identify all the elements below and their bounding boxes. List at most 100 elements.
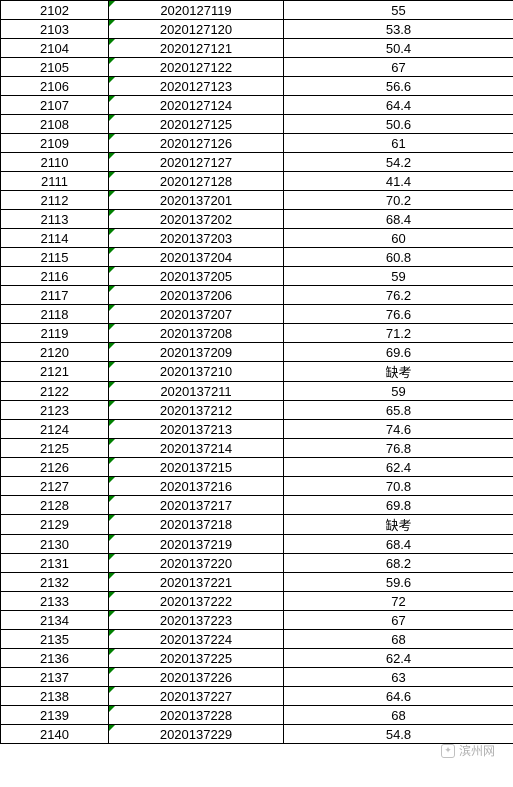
table-cell: 50.4	[284, 39, 513, 58]
table-row: 21212020137210缺考	[1, 362, 513, 382]
table-cell: 2020137219	[109, 535, 284, 554]
table-row: 2139202013722868	[1, 706, 513, 725]
table-cell: 2133	[1, 592, 109, 611]
table-cell: 2139	[1, 706, 109, 725]
table-cell: 2020137221	[109, 573, 284, 592]
table-cell: 2110	[1, 153, 109, 172]
table-cell: 2123	[1, 401, 109, 420]
table-row: 2136202013722562.4	[1, 649, 513, 668]
table-row: 2125202013721476.8	[1, 439, 513, 458]
table-row: 2106202012712356.6	[1, 77, 513, 96]
table-cell: 67	[284, 58, 513, 77]
watermark-icon: ✦	[441, 744, 455, 758]
table-cell: 2107	[1, 96, 109, 115]
table-cell: 2020127124	[109, 96, 284, 115]
table-cell: 2020127120	[109, 20, 284, 39]
table-cell: 2020127127	[109, 153, 284, 172]
table-cell: 2020137207	[109, 305, 284, 324]
table-cell: 2114	[1, 229, 109, 248]
table-cell: 2134	[1, 611, 109, 630]
table-cell: 2020137201	[109, 191, 284, 210]
table-row: 2130202013721968.4	[1, 535, 513, 554]
table-cell: 2020137223	[109, 611, 284, 630]
table-row: 2124202013721374.6	[1, 420, 513, 439]
table-cell: 62.4	[284, 458, 513, 477]
table-row: 2132202013722159.6	[1, 573, 513, 592]
table-cell: 2103	[1, 20, 109, 39]
table-cell: 2119	[1, 324, 109, 343]
table-row: 2120202013720969.6	[1, 343, 513, 362]
table-cell: 60.8	[284, 248, 513, 267]
table-cell: 2020137206	[109, 286, 284, 305]
table-cell: 2117	[1, 286, 109, 305]
table-cell: 2020127123	[109, 77, 284, 96]
table-cell: 2140	[1, 725, 109, 744]
table-row: 2127202013721670.8	[1, 477, 513, 496]
watermark: ✦ 滨州网	[441, 742, 495, 759]
table-cell: 2102	[1, 1, 109, 20]
table-cell: 2120	[1, 343, 109, 362]
table-cell: 55	[284, 1, 513, 20]
table-row: 2123202013721265.8	[1, 401, 513, 420]
table-cell: 2020127126	[109, 134, 284, 153]
table-cell: 2020137228	[109, 706, 284, 725]
table-cell: 2020137205	[109, 267, 284, 286]
table-cell: 2020137211	[109, 382, 284, 401]
table-cell: 62.4	[284, 649, 513, 668]
table-row: 2112202013720170.2	[1, 191, 513, 210]
table-row: 2128202013721769.8	[1, 496, 513, 515]
table-cell: 59	[284, 267, 513, 286]
table-row: 2114202013720360	[1, 229, 513, 248]
table-row: 2111202012712841.4	[1, 172, 513, 191]
table-cell: 68.2	[284, 554, 513, 573]
table-cell: 64.4	[284, 96, 513, 115]
table-cell: 2108	[1, 115, 109, 134]
table-row: 2133202013722272	[1, 592, 513, 611]
table-cell: 65.8	[284, 401, 513, 420]
table-row: 2110202012712754.2	[1, 153, 513, 172]
table-cell: 2138	[1, 687, 109, 706]
table-body: 21022020127119552103202012712053.8210420…	[1, 1, 513, 744]
table-cell: 2116	[1, 267, 109, 286]
table-cell: 2104	[1, 39, 109, 58]
table-cell: 2020137226	[109, 668, 284, 687]
table-cell: 2020127125	[109, 115, 284, 134]
table-cell: 50.6	[284, 115, 513, 134]
table-cell: 69.8	[284, 496, 513, 515]
table-cell: 2127	[1, 477, 109, 496]
table-cell: 2020137213	[109, 420, 284, 439]
table-cell: 2112	[1, 191, 109, 210]
table-cell: 41.4	[284, 172, 513, 191]
table-cell: 64.6	[284, 687, 513, 706]
table-cell: 59.6	[284, 573, 513, 592]
table-cell: 2132	[1, 573, 109, 592]
table-cell: 2020137209	[109, 343, 284, 362]
table-cell: 2136	[1, 649, 109, 668]
table-cell: 2130	[1, 535, 109, 554]
table-cell: 2020137225	[109, 649, 284, 668]
table-cell: 2111	[1, 172, 109, 191]
table-row: 2116202013720559	[1, 267, 513, 286]
table-cell: 76.6	[284, 305, 513, 324]
table-row: 2105202012712267	[1, 58, 513, 77]
table-row: 2135202013722468	[1, 630, 513, 649]
table-cell: 2115	[1, 248, 109, 267]
table-row: 2107202012712464.4	[1, 96, 513, 115]
table-cell: 71.2	[284, 324, 513, 343]
table-cell: 68.4	[284, 535, 513, 554]
table-cell: 63	[284, 668, 513, 687]
table-cell: 2020137212	[109, 401, 284, 420]
table-cell: 56.6	[284, 77, 513, 96]
table-row: 2122202013721159	[1, 382, 513, 401]
table-cell: 2126	[1, 458, 109, 477]
table-cell: 76.8	[284, 439, 513, 458]
table-cell: 2020137214	[109, 439, 284, 458]
table-cell: 2020137217	[109, 496, 284, 515]
table-cell: 2020137224	[109, 630, 284, 649]
table-cell: 70.2	[284, 191, 513, 210]
table-cell: 59	[284, 382, 513, 401]
table-row: 2113202013720268.4	[1, 210, 513, 229]
table-cell: 2122	[1, 382, 109, 401]
table-cell: 2020137220	[109, 554, 284, 573]
table-cell: 54.8	[284, 725, 513, 744]
